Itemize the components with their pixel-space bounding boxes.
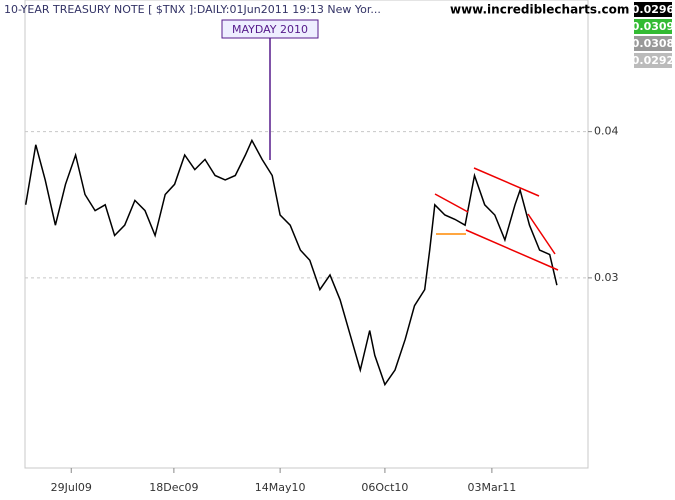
x-tick-label: 29Jul09 bbox=[51, 481, 92, 494]
x-tick-label: 06Oct10 bbox=[361, 481, 408, 494]
last-value-box bbox=[634, 19, 672, 34]
trend-line bbox=[434, 193, 469, 213]
x-tick-label: 14May10 bbox=[255, 481, 306, 494]
last-value-box bbox=[634, 2, 672, 17]
last-value-box bbox=[634, 36, 672, 51]
y-tick-label: 0.04 bbox=[594, 125, 619, 138]
trend-lines bbox=[434, 167, 559, 271]
chart-title: 10-YEAR TREASURY NOTE [ $TNX ]:DAILY:01J… bbox=[4, 3, 381, 16]
annotation: MAYDAY 2010 bbox=[232, 23, 308, 36]
annotation-box bbox=[221, 19, 319, 39]
y-tick-label: 0.03 bbox=[594, 271, 619, 284]
trend-line bbox=[527, 213, 556, 255]
x-tick-label: 18Dec09 bbox=[149, 481, 198, 494]
last-value-box bbox=[634, 53, 672, 68]
price-line bbox=[24, 138, 558, 387]
last-value: 0.0308 bbox=[632, 37, 674, 50]
last-value: 0.0292 bbox=[632, 54, 674, 67]
plot-frame bbox=[24, 0, 589, 469]
x-tick-label: 03Mar11 bbox=[468, 481, 517, 494]
last-value: 0.0309 bbox=[632, 20, 674, 33]
trend-line bbox=[465, 229, 559, 271]
trend-line bbox=[473, 167, 540, 197]
source: www.incrediblecharts.com bbox=[450, 3, 629, 17]
last-value: 0.0296 bbox=[632, 3, 675, 16]
